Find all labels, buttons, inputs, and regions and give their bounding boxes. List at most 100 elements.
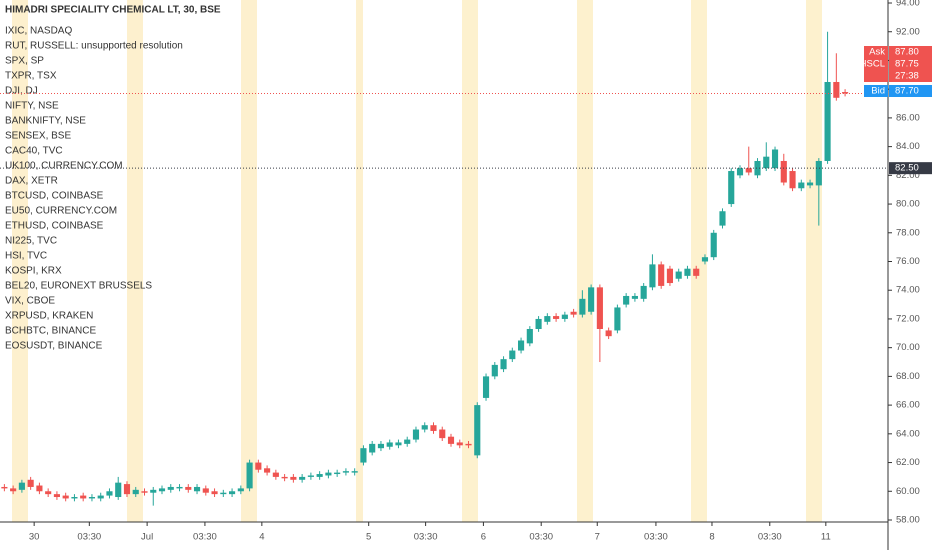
legend-item: BANKNIFTY, NSE bbox=[5, 116, 86, 127]
candle-body bbox=[614, 307, 621, 331]
candle-body bbox=[579, 298, 586, 315]
candle-body bbox=[684, 268, 691, 276]
candle-body bbox=[36, 485, 43, 492]
y-tick-label: 68.00 bbox=[896, 371, 920, 382]
y-tick-label: 72.00 bbox=[896, 313, 920, 324]
candle-body bbox=[693, 268, 700, 276]
legend-item: CAC40, TVC bbox=[5, 146, 63, 157]
candle-body bbox=[193, 486, 201, 492]
legend-item: EU50, CURRENCY.COM bbox=[5, 206, 117, 217]
candle-body bbox=[456, 442, 463, 446]
candle-body bbox=[544, 316, 551, 322]
x-tick-label: 5 bbox=[366, 532, 371, 543]
candle-body bbox=[246, 462, 253, 489]
legend-item: EOSUSDT, BINANCE bbox=[5, 341, 103, 352]
candle-body bbox=[588, 287, 595, 312]
candle-body bbox=[80, 495, 87, 499]
price-tag-countdown: 27:38 bbox=[895, 71, 919, 82]
x-tick-label: 03:30 bbox=[758, 532, 782, 543]
candle-body bbox=[404, 439, 411, 444]
y-tick-label: 92.00 bbox=[896, 26, 920, 37]
legend-item: DAX, XETR bbox=[5, 176, 58, 187]
y-tick-label: 60.00 bbox=[896, 486, 920, 497]
candle-body bbox=[447, 436, 455, 444]
candle-body bbox=[754, 160, 761, 176]
x-tick-label: 30 bbox=[29, 532, 40, 543]
candle-body bbox=[106, 491, 113, 496]
candle-body bbox=[88, 497, 96, 499]
legend-item: DJI, DJ bbox=[5, 86, 38, 97]
price-tag-name-box bbox=[864, 46, 888, 58]
price-tag-label: 82.50 bbox=[895, 163, 919, 174]
candle-body bbox=[623, 295, 630, 305]
candle-body bbox=[745, 168, 752, 173]
price-tag-name: HSCL bbox=[860, 59, 885, 70]
y-tick-label: 64.00 bbox=[896, 428, 920, 439]
candle-body bbox=[272, 472, 279, 477]
candle-body bbox=[465, 443, 472, 446]
candle-body bbox=[10, 488, 17, 492]
session-bands bbox=[12, 0, 822, 522]
candle-body bbox=[97, 495, 104, 499]
candle-body bbox=[115, 482, 122, 498]
y-tick-label: 84.00 bbox=[896, 141, 920, 152]
candle-body bbox=[377, 443, 385, 449]
candle-body bbox=[649, 264, 656, 288]
legend-item: SENSEX, BSE bbox=[5, 131, 71, 142]
legend-item: KOSPI, KRX bbox=[5, 266, 62, 277]
candle-body bbox=[631, 295, 638, 299]
candle-body bbox=[553, 316, 560, 319]
candle-body bbox=[439, 429, 446, 439]
candle-body bbox=[815, 160, 822, 186]
candle-body bbox=[176, 486, 183, 489]
session-band bbox=[356, 0, 363, 522]
candle-body bbox=[780, 160, 787, 183]
chart-title: HIMADRI SPECIALITY CHEMICAL LT, 30, BSE bbox=[5, 5, 221, 16]
candle-body bbox=[526, 328, 533, 344]
candle-body bbox=[500, 359, 507, 370]
price-tag-box bbox=[889, 46, 932, 58]
legend-item: ETHUSD, COINBASE bbox=[5, 221, 104, 232]
candle-body bbox=[202, 488, 209, 493]
legend-item: BTCUSD, COINBASE bbox=[5, 191, 104, 202]
candle-body bbox=[640, 285, 647, 299]
candle-body bbox=[771, 149, 779, 169]
session-band bbox=[12, 0, 28, 522]
legend-item: NI225, TVC bbox=[5, 236, 57, 247]
candle-body bbox=[158, 488, 166, 492]
x-tick-label: 11 bbox=[821, 532, 831, 543]
y-tick-label: 80.00 bbox=[896, 199, 920, 210]
y-tick-label: 62.00 bbox=[896, 457, 920, 468]
y-tick-label: 70.00 bbox=[896, 342, 920, 353]
candle-body bbox=[1, 486, 8, 489]
y-tick-label: 66.00 bbox=[896, 400, 920, 411]
candle-body bbox=[27, 479, 34, 487]
candle-body bbox=[728, 171, 735, 205]
candle-body bbox=[264, 468, 271, 473]
candle-body bbox=[237, 488, 244, 492]
candle-body bbox=[334, 472, 341, 475]
candle-body bbox=[491, 364, 498, 377]
candle-body bbox=[518, 340, 525, 351]
candle-body bbox=[842, 92, 849, 94]
y-tick-label: 74.00 bbox=[896, 285, 920, 296]
price-tag-name-box bbox=[864, 58, 888, 82]
legend-item: XRPUSD, KRAKEN bbox=[5, 311, 93, 322]
legend-item: TXPR, TSX bbox=[5, 71, 57, 82]
y-tick-label: 94.00 bbox=[896, 0, 920, 9]
candle-body bbox=[18, 482, 25, 490]
session-band bbox=[577, 0, 593, 522]
candle-body bbox=[53, 494, 60, 498]
candle-body bbox=[806, 182, 814, 186]
legend-item: RUT, RUSSELL: unsupported resolution bbox=[5, 41, 183, 52]
candle-body bbox=[132, 489, 139, 495]
legend-item: VIX, CBOE bbox=[5, 296, 55, 307]
candle-body bbox=[360, 448, 367, 463]
candle-body bbox=[561, 314, 568, 319]
candle-body bbox=[824, 81, 831, 161]
candle-body bbox=[351, 471, 358, 473]
x-tick-label: 03:30 bbox=[529, 532, 553, 543]
y-tick-label: 82.00 bbox=[896, 170, 920, 181]
candle-body bbox=[658, 264, 665, 286]
legend-item: SPX, SP bbox=[5, 56, 44, 67]
